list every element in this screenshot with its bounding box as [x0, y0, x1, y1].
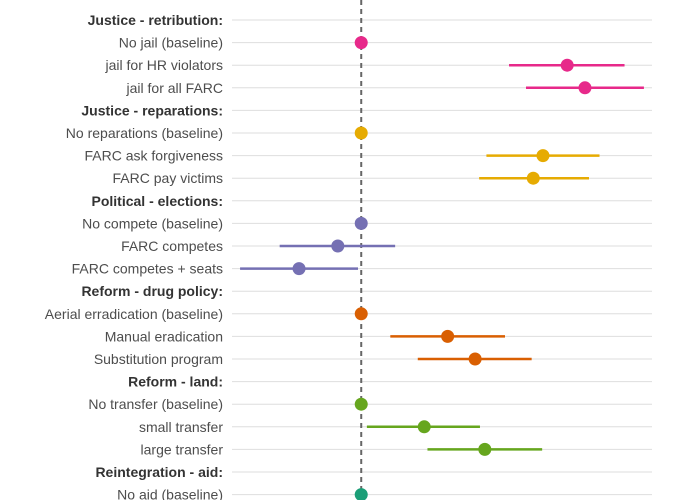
row-label: No reparations (baseline) [66, 125, 223, 141]
group-header-label: Political - elections: [92, 193, 223, 209]
row-label: No transfer (baseline) [88, 396, 223, 412]
estimate-marks [240, 36, 644, 500]
point-estimate [354, 126, 368, 140]
row-label: jail for HR violators [105, 57, 223, 73]
group-header-label: Reform - land: [128, 374, 223, 390]
row-label: jail for all FARC [126, 80, 223, 96]
point-estimate [468, 352, 482, 366]
group-header-label: Justice - retribution: [88, 12, 223, 28]
point-estimate [578, 81, 592, 95]
row-label: Aerial erradication (baseline) [45, 306, 223, 322]
point-estimate [354, 488, 368, 500]
point-estimate [292, 262, 306, 276]
row-label: large transfer [141, 441, 224, 457]
point-estimate [526, 171, 540, 185]
row-label: FARC competes [121, 238, 223, 254]
row-label: FARC competes + seats [72, 261, 223, 277]
point-estimate [331, 239, 345, 253]
point-estimate [417, 420, 431, 434]
group-header-label: Justice - reparations: [81, 102, 223, 118]
row-label: No aid (baseline) [117, 487, 223, 500]
row-label: No compete (baseline) [82, 215, 223, 231]
point-estimate [560, 58, 574, 72]
row-label: FARC pay victims [113, 170, 223, 186]
point-estimate [354, 36, 368, 50]
point-estimate [441, 329, 455, 343]
point-estimate [478, 442, 492, 456]
row-label: Substitution program [94, 351, 223, 367]
row-label: No jail (baseline) [119, 35, 223, 51]
row-label: FARC ask forgiveness [85, 148, 224, 164]
row-label: Manual eradication [105, 328, 223, 344]
point-estimate [354, 397, 368, 411]
point-estimate [536, 149, 550, 163]
point-estimate [354, 307, 368, 321]
point-estimate [354, 216, 368, 230]
group-header-label: Reintegration - aid: [95, 464, 223, 480]
group-header-label: Reform - drug policy: [81, 283, 223, 299]
row-label: small transfer [139, 419, 223, 435]
row-labels: Justice - retribution: No jail (baseline)… [45, 12, 224, 500]
